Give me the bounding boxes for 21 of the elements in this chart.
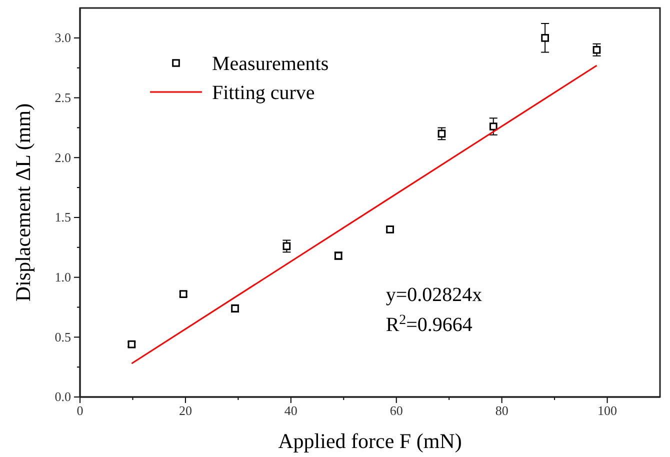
legend-label: Fitting curve [212, 82, 315, 104]
y-tick-label: 1.0 [54, 269, 71, 284]
x-tick-label: 40 [284, 403, 298, 418]
annotation: R$^{2}$=0.9664 [386, 312, 472, 336]
y-tick-label: 3.0 [54, 30, 71, 46]
x-tick-label: 60 [390, 403, 403, 418]
legend-label: Measurements [212, 53, 329, 75]
x-tick-label: 0 [76, 403, 84, 418]
x-axis-title: Applied force F (mN) [278, 429, 462, 453]
y-tick-label: 1.5 [54, 210, 71, 225]
x-tick-label: 100 [598, 403, 618, 418]
y-tick-label: 2.0 [54, 150, 71, 165]
annotation: y=0.02824x [386, 284, 482, 306]
x-tick-label: 80 [495, 403, 508, 418]
y-tick-label: 0.0 [54, 389, 71, 404]
y-tick-label: 0.5 [54, 329, 71, 344]
point [489, 122, 498, 130]
y-axis-title: Displacement ΔL (mm) [11, 103, 35, 302]
point [541, 34, 549, 42]
y-tick-label: 2.5 [54, 90, 71, 105]
x-tick-label: 20 [178, 403, 192, 418]
